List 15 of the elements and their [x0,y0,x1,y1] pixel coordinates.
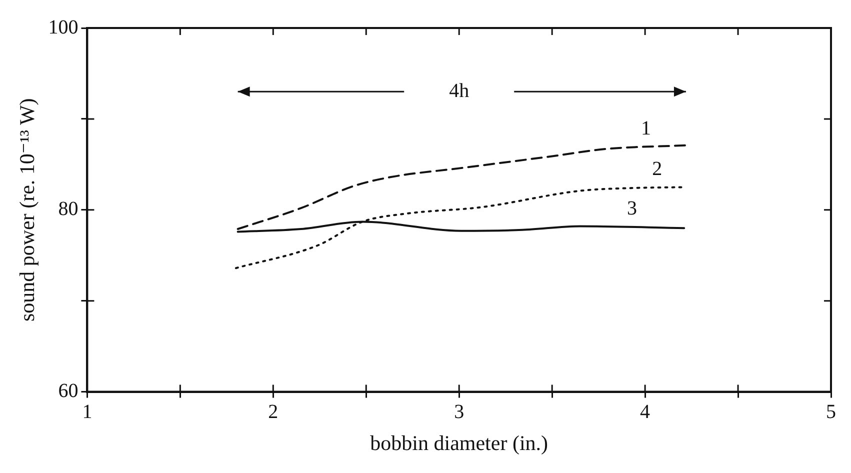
x-tick-label: 5 [826,401,836,424]
x-tick-label: 1 [82,401,92,424]
annotation: 4h [449,80,470,102]
series-label: 1 [640,117,651,140]
x-axis-title: bobbin diameter (in.) [370,430,548,455]
x-tick-label: 2 [268,401,278,424]
x-tick-label: 4 [640,401,650,424]
y-tick-label: 60 [58,380,78,402]
x-tick-label: 3 [454,401,464,424]
series-label: 3 [627,197,638,220]
y-tick-label: 100 [48,16,78,38]
line-series [236,144,687,230]
series-label: 2 [652,158,662,180]
y-axis-title: sound power (re. 10⁻¹³ W) [15,98,40,322]
y-tick-label: 80 [58,198,78,220]
